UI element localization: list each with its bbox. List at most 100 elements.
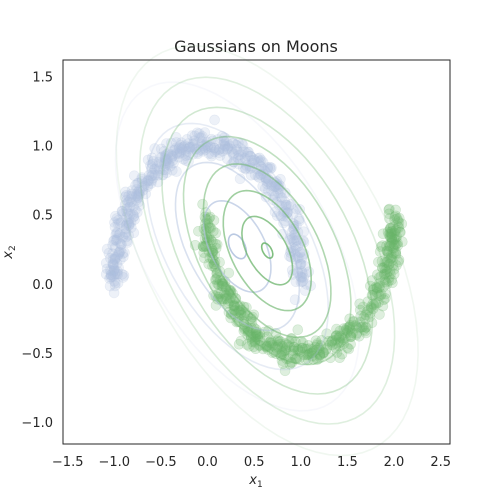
scatter-point-upper — [112, 265, 123, 277]
scatter-point-upper — [219, 132, 230, 143]
scatter-point-lower — [225, 292, 237, 304]
scatter-point-upper — [205, 141, 216, 152]
scatter-point-lower — [390, 232, 401, 243]
scatter-point-upper — [114, 238, 126, 249]
scatter-point-lower — [260, 340, 271, 352]
scatter-point-upper — [160, 164, 171, 176]
scatter-point-lower — [366, 289, 378, 301]
scatter-point-upper — [298, 272, 309, 283]
scatter-point-lower — [279, 365, 291, 377]
scatter-point-upper — [269, 181, 280, 192]
scatter-point-lower — [338, 323, 350, 334]
scatter-point-lower — [373, 290, 385, 301]
scatter-point-upper — [216, 131, 228, 142]
scatter-point-upper — [115, 239, 127, 250]
scatter-point-lower — [334, 340, 345, 352]
scatter-point-upper — [253, 156, 265, 168]
scatter-point-upper — [119, 191, 131, 203]
scatter-point-upper — [290, 235, 302, 247]
scatter-point-lower — [218, 293, 229, 305]
scatter-point-upper — [152, 176, 164, 188]
scatter-point-lower — [254, 331, 266, 343]
scatter-point-lower — [230, 293, 241, 304]
scatter-point-upper — [165, 161, 176, 172]
scatter-point-upper — [182, 138, 194, 149]
scatter-point-lower — [272, 341, 284, 353]
scatter-point-lower — [343, 321, 355, 333]
scatter-point-upper — [123, 213, 135, 225]
scatter-point-upper — [295, 258, 307, 270]
scatter-point-upper — [218, 143, 230, 155]
scatter-point-lower — [291, 352, 303, 364]
scatter-point-lower — [330, 342, 342, 354]
scatter-point-lower — [238, 318, 250, 330]
scatter-point-lower — [230, 293, 242, 304]
scatter-point-lower — [288, 344, 300, 355]
scatter-point-lower — [386, 236, 398, 247]
scatter-point-lower — [344, 319, 356, 331]
scatter-point-upper — [123, 218, 135, 229]
scatter-point-lower — [386, 249, 397, 261]
scatter-point-upper — [249, 169, 261, 181]
scatter-point-lower — [232, 301, 243, 313]
scatter-point-lower — [223, 267, 235, 279]
scatter-point-lower — [331, 323, 342, 335]
scatter-point-lower — [297, 337, 309, 349]
scatter-point-upper — [132, 207, 143, 218]
scatter-point-upper — [180, 150, 192, 161]
scatter-point-lower — [368, 299, 380, 311]
gaussian-contour-green — [202, 163, 332, 339]
scatter-point-lower — [217, 280, 228, 292]
scatter-point-lower — [391, 231, 403, 242]
scatter-point-lower — [189, 240, 201, 251]
scatter-point-lower — [365, 301, 377, 313]
scatter-point-upper — [171, 137, 182, 148]
scatter-point-lower — [270, 348, 282, 360]
scatter-point-upper — [103, 247, 115, 259]
scatter-point-lower — [367, 303, 379, 315]
scatter-point-lower — [302, 349, 314, 361]
scatter-point-upper — [198, 140, 209, 152]
scatter-point-upper — [115, 254, 126, 265]
scatter-point-lower — [382, 247, 394, 258]
scatter-point-lower — [359, 325, 371, 337]
scatter-point-lower — [336, 348, 348, 360]
scatter-point-lower — [292, 324, 304, 336]
scatter-point-lower — [374, 280, 386, 292]
scatter-point-upper — [228, 149, 239, 161]
scatter-point-upper — [158, 158, 170, 170]
scatter-point-upper — [242, 150, 253, 162]
scatter-point-upper — [262, 163, 273, 174]
scatter-point-upper — [194, 132, 205, 143]
scatter-point-lower — [364, 311, 376, 323]
scatter-point-upper — [123, 229, 134, 241]
scatter-point-lower — [383, 248, 394, 260]
scatter-point-lower — [385, 268, 396, 280]
scatter-point-upper — [184, 142, 195, 153]
scatter-point-upper — [268, 176, 280, 188]
scatter-point-upper — [149, 164, 160, 175]
scatter-point-lower — [272, 334, 284, 345]
scatter-point-upper — [202, 142, 213, 153]
scatter-point-lower — [383, 275, 394, 287]
scatter-point-upper — [259, 183, 271, 194]
scatter-point-upper — [129, 170, 140, 181]
scatter-point-lower — [235, 309, 247, 321]
scatter-point-upper — [214, 143, 225, 155]
scatter-point-upper — [228, 148, 239, 160]
scatter-point-upper — [108, 264, 120, 275]
scatter-point-lower — [283, 336, 295, 348]
scatter-point-upper — [183, 156, 194, 167]
scatter-point-lower — [386, 252, 397, 263]
scatter-point-lower — [350, 329, 362, 341]
scatter-point-upper — [125, 194, 136, 205]
scatter-point-lower — [295, 335, 307, 347]
scatter-point-upper — [123, 220, 135, 231]
scatter-point-lower — [310, 341, 321, 353]
scatter-point-upper — [143, 170, 155, 181]
scatter-point-upper — [245, 169, 257, 181]
scatter-point-upper — [294, 270, 306, 282]
scatter-point-upper — [123, 196, 135, 207]
scatter-point-upper — [136, 182, 147, 193]
scatter-point-upper — [142, 154, 154, 166]
